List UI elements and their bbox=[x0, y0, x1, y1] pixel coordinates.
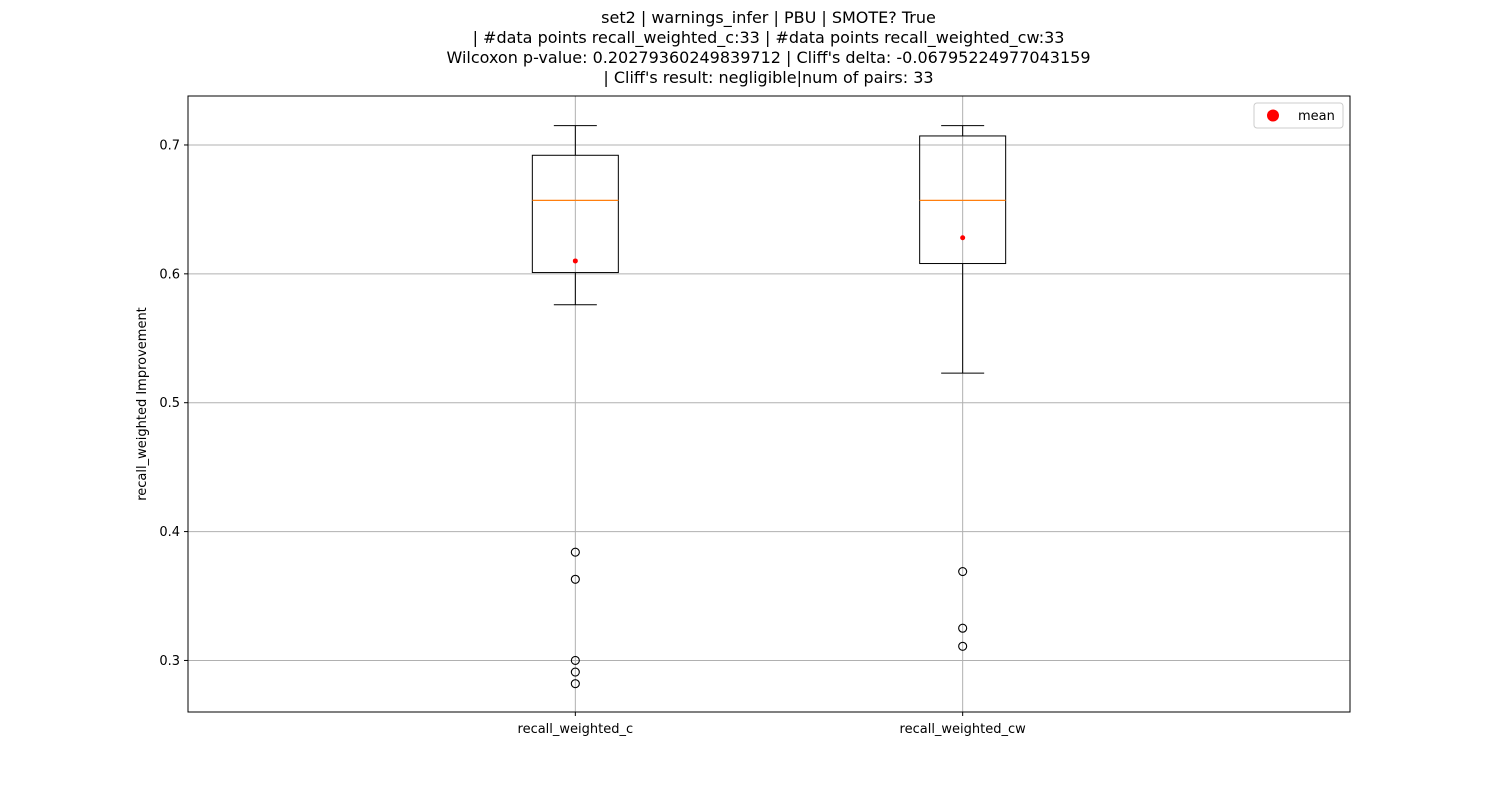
legend-label-mean: mean bbox=[1298, 109, 1335, 124]
mean-point bbox=[572, 258, 578, 264]
y-tick-label: 0.3 bbox=[159, 654, 180, 669]
outlier-point bbox=[958, 641, 968, 651]
x-tick-label: recall_weighted_c bbox=[518, 722, 634, 737]
marks-layer bbox=[531, 125, 1007, 689]
mean-point bbox=[960, 235, 966, 241]
legend-mean-marker bbox=[1267, 109, 1279, 122]
grid-layer bbox=[188, 96, 1350, 712]
outlier-point bbox=[958, 623, 968, 633]
y-tick-label: 0.6 bbox=[159, 267, 180, 282]
box-iqr bbox=[531, 154, 619, 274]
outlier-point bbox=[570, 655, 580, 666]
outlier-point bbox=[570, 574, 580, 584]
title-line-4: | Cliff's result: negligible|num of pair… bbox=[603, 68, 934, 87]
y-tick-label: 0.5 bbox=[159, 396, 180, 411]
outlier-point bbox=[570, 667, 580, 677]
x-tick-label: recall_weighted_cw bbox=[900, 722, 1027, 737]
outlier-point bbox=[570, 547, 580, 557]
y-tick-label: 0.4 bbox=[159, 525, 180, 540]
outlier-point bbox=[958, 566, 968, 577]
y-axis-label: recall_weighted Improvement bbox=[135, 307, 150, 501]
title-line-2: | #data points recall_weighted_c:33 | #d… bbox=[472, 28, 1065, 47]
title-line-3: Wilcoxon p-value: 0.20279360249839712 | … bbox=[446, 48, 1091, 67]
axes-layer: 0.3 0.4 0.5 0.6 0.7 recall_weighted_c recall_w… bbox=[159, 138, 1026, 737]
legend: mean bbox=[1253, 102, 1344, 129]
chart-title: set2 | warnings_infer | PBU | SMOTE? Tru… bbox=[0, 8, 1500, 88]
title-line-1: set2 | warnings_infer | PBU | SMOTE? Tru… bbox=[601, 8, 936, 27]
outlier-point bbox=[570, 679, 580, 689]
plot-frame bbox=[187, 95, 1351, 713]
y-tick-label: 0.7 bbox=[159, 138, 180, 153]
legend-frame bbox=[1253, 102, 1344, 129]
